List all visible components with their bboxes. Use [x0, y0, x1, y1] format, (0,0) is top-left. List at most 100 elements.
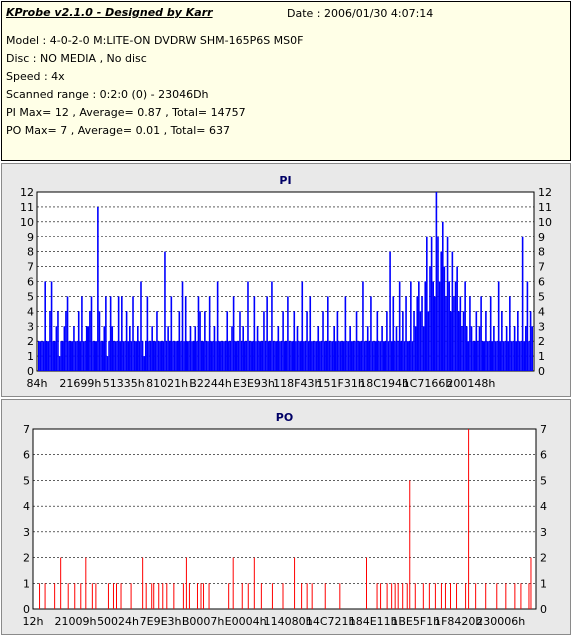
pi-bar — [93, 341, 96, 371]
pi-bar — [160, 341, 163, 371]
pi-bar — [317, 326, 320, 371]
pi-chart-title: PI — [279, 174, 291, 187]
pi-bar — [403, 341, 406, 371]
pi-bar — [49, 311, 51, 371]
po-x-tick-label: 12h — [23, 615, 44, 628]
pi-bar — [438, 281, 441, 371]
pi-bar — [517, 311, 519, 371]
pi-bar — [441, 221, 444, 371]
pi-bar — [464, 281, 466, 371]
pi-x-tick-label: 151F31h — [317, 377, 365, 390]
pi-bar — [61, 341, 64, 371]
pi-bar — [261, 341, 264, 371]
pi-bar — [529, 311, 532, 371]
pi-bar — [382, 341, 385, 371]
pi-bar — [243, 341, 246, 371]
pi-bar — [285, 341, 288, 371]
pi-bar — [45, 341, 48, 371]
pi-bar — [272, 341, 275, 371]
pi-y-tick-right: 11 — [538, 201, 552, 214]
pi-bar — [379, 341, 382, 371]
pi-bar — [357, 341, 359, 371]
pi-bar — [328, 341, 331, 371]
po-y-tick-right: 6 — [540, 449, 547, 462]
pi-bar — [526, 281, 529, 371]
pi-bar — [215, 341, 217, 371]
pi-bar — [213, 326, 216, 371]
pi-bar — [218, 341, 221, 371]
pi-bar — [53, 341, 56, 371]
pi-bar — [440, 251, 442, 371]
pi-bar — [50, 281, 53, 371]
pi-bar — [141, 341, 144, 371]
pi-x-tick-label: 200148h — [446, 377, 495, 390]
po-y-tick-right: 0 — [540, 603, 547, 616]
pi-bar — [277, 326, 280, 371]
pi-bar — [408, 341, 411, 371]
pi-bar — [512, 341, 514, 371]
po-y-tick-left: 7 — [23, 423, 30, 436]
pi-bar — [162, 341, 165, 371]
pi-bar — [111, 326, 114, 371]
pi-bar — [274, 341, 276, 371]
pi-bar — [311, 341, 313, 371]
pi-bar — [186, 341, 189, 371]
pi-bar — [501, 311, 503, 371]
pi-bar — [263, 311, 265, 371]
pi-bar — [331, 341, 334, 371]
pi-bar — [410, 281, 412, 371]
pi-bar — [97, 206, 99, 371]
pi-bar — [358, 341, 361, 371]
pi-y-tick-left: 11 — [20, 201, 34, 214]
pi-bar — [499, 341, 502, 371]
pi-y-tick-left: 1 — [27, 350, 34, 363]
pi-bar — [421, 296, 423, 371]
pi-bar — [398, 281, 401, 371]
pi-bar — [90, 296, 93, 371]
pi-bar — [505, 326, 508, 371]
pi-bar — [437, 236, 439, 371]
pi-bar — [394, 341, 396, 371]
pi-bar — [296, 326, 299, 371]
pi-bar — [106, 356, 109, 371]
pi-bar — [114, 341, 117, 371]
pi-bar — [52, 341, 54, 371]
pi-bar — [295, 341, 297, 371]
pi-y-tick-right: 1 — [538, 350, 545, 363]
pi-bar — [453, 296, 455, 371]
pi-bar — [178, 311, 181, 371]
scan-date: Date : 2006/01/30 4:07:14 — [287, 7, 434, 20]
pi-bar — [457, 311, 460, 371]
pi-bar — [167, 326, 169, 371]
pi-bar — [481, 341, 484, 371]
pi-bar — [315, 341, 318, 371]
pi-bar — [271, 281, 273, 371]
pi-bar — [253, 296, 256, 371]
pi-x-tick-label: B2244h — [189, 377, 232, 390]
pi-bar — [133, 341, 136, 371]
pi-bar — [389, 251, 391, 371]
pi-bar — [477, 341, 479, 371]
po-y-tick-right: 3 — [540, 526, 547, 539]
pi-bar — [419, 311, 422, 371]
pi-bar — [493, 326, 495, 371]
pi-bar — [370, 296, 372, 371]
po-y-tick-left: 6 — [23, 449, 30, 462]
pi-bar — [355, 311, 358, 371]
pi-bar — [424, 281, 427, 371]
pi-bar — [57, 311, 59, 371]
pi-bar — [239, 311, 241, 371]
pi-bar — [130, 341, 133, 371]
pi-x-tick-label: 21699h — [59, 377, 101, 390]
pi-bar — [175, 341, 177, 371]
pi-bar — [333, 326, 335, 371]
pi-bar — [183, 341, 185, 371]
pi-bar — [485, 311, 487, 371]
pi-bar — [132, 296, 134, 371]
pi-bar — [325, 341, 328, 371]
pi-bar — [84, 341, 86, 371]
pi-bar — [427, 311, 430, 371]
pi-bar — [63, 326, 66, 371]
pi-bar — [374, 341, 377, 371]
